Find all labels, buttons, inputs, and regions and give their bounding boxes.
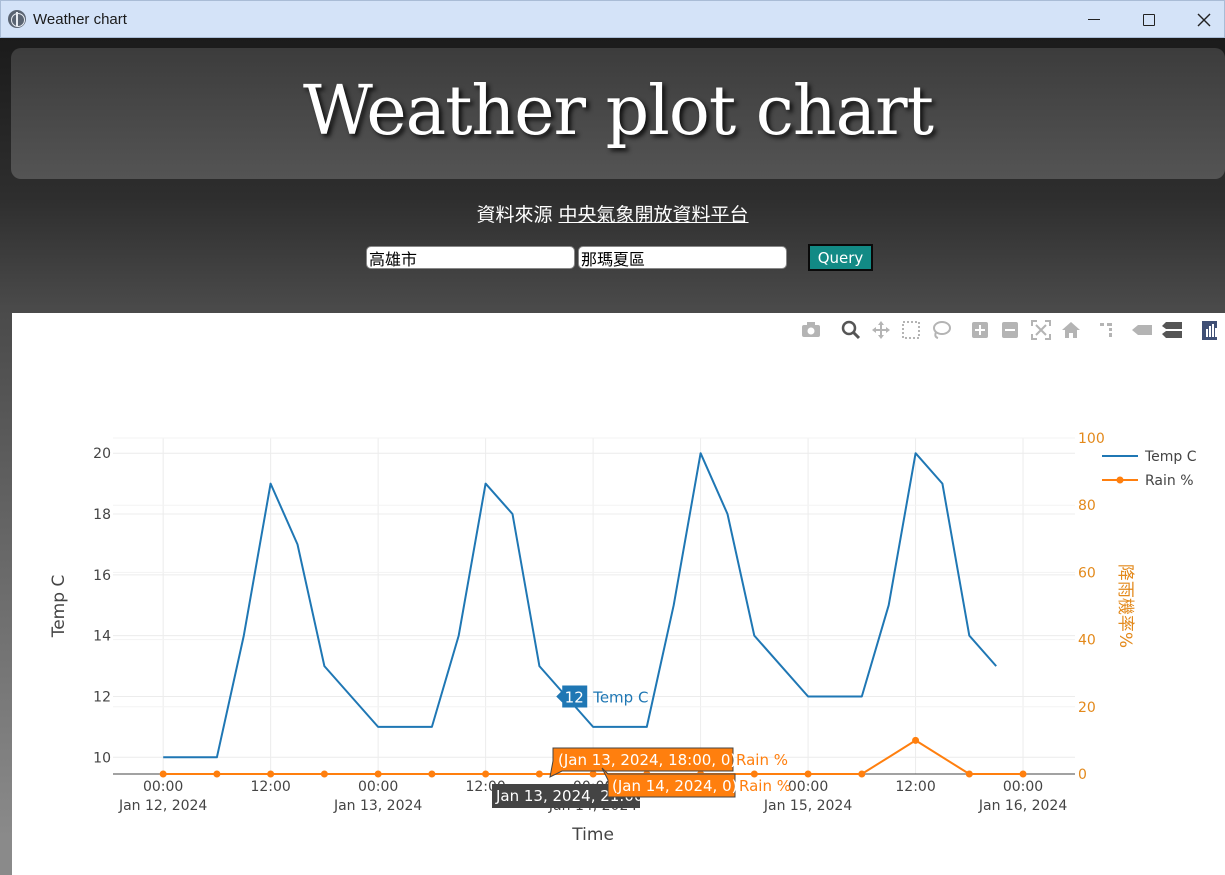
chart-panel: 10 12 14 16 18 20 0 20 40 60 80 100 00:00 Jan 12, 202… <box>12 313 1225 875</box>
hover-closest-icon[interactable] <box>1132 325 1152 335</box>
header-banner: Weather plot chart <box>11 48 1225 179</box>
minimize-button[interactable] <box>1071 1 1117 38</box>
x-tick-label: 00:00 <box>143 779 183 795</box>
y2-tick-label: 0 <box>1078 767 1087 783</box>
pan-icon[interactable] <box>872 321 890 339</box>
y-tick-label: 16 <box>93 568 111 584</box>
zoom-out-icon[interactable] <box>1002 322 1018 338</box>
x-tick-date: Jan 15, 2024 <box>763 798 852 814</box>
zoom-in-icon[interactable] <box>972 322 988 338</box>
query-form: Query <box>0 244 1225 272</box>
y2-tick-label: 40 <box>1078 633 1096 649</box>
data-source-line: 資料來源 中央氣象開放資料平台 <box>0 200 1225 227</box>
zoom-icon[interactable] <box>841 320 861 340</box>
close-icon <box>1197 13 1211 26</box>
hover-compare-icon[interactable] <box>1162 322 1182 338</box>
y-tick-label: 14 <box>93 629 111 645</box>
page-title: Weather plot chart <box>302 72 934 151</box>
x-tick-date: Jan 13, 2024 <box>333 798 422 814</box>
query-button[interactable]: Query <box>808 244 873 271</box>
rain-hover-box-2 <box>601 767 736 798</box>
box-select-icon[interactable] <box>902 321 920 339</box>
window-title: Weather chart <box>33 11 127 28</box>
x-tick-date: Jan 16, 2024 <box>978 798 1067 814</box>
rain-hover-value-2: (Jan 14, 2024, 0) <box>612 777 737 795</box>
plotly-logo-icon[interactable] <box>1202 321 1217 340</box>
y2-tick-label: 100 <box>1078 431 1105 447</box>
city-input[interactable] <box>366 246 575 269</box>
y2-tick-label: 80 <box>1078 498 1096 514</box>
x-tick-label: 00:00 <box>358 779 398 795</box>
rain-point <box>804 770 812 778</box>
maximize-button[interactable] <box>1126 1 1172 38</box>
spike-lines-icon[interactable] <box>1100 323 1112 337</box>
rain-hover-name-2: Rain % <box>739 777 791 795</box>
y-tick-label: 10 <box>93 750 111 766</box>
x-hover-label: Jan 13, 2024, 21:00 <box>495 787 643 805</box>
y2-tick-label: 20 <box>1078 700 1096 716</box>
maximize-icon <box>1143 13 1155 26</box>
source-link[interactable]: 中央氣象開放資料平台 <box>558 204 749 226</box>
x-axis-title: Time <box>571 825 614 845</box>
rain-point <box>267 770 275 778</box>
y-tick-label: 18 <box>93 507 111 523</box>
rain-point <box>750 770 758 778</box>
camera-icon[interactable] <box>802 322 820 337</box>
rain-point <box>159 770 167 778</box>
source-prefix: 資料來源 <box>476 204 553 226</box>
temp-hover-box <box>556 685 588 708</box>
temp-series-line <box>163 452 997 759</box>
globe-icon <box>8 10 26 28</box>
rain-point <box>1019 770 1027 778</box>
rain-point <box>535 770 543 778</box>
temp-hover-name: Temp C <box>592 688 648 706</box>
y2-tick-label: 60 <box>1078 565 1096 581</box>
x-tick-label: 00:00 <box>1003 779 1043 795</box>
rain-point <box>589 770 597 778</box>
district-input[interactable] <box>578 246 787 269</box>
rain-point <box>482 770 490 778</box>
legend-label: Temp C <box>1144 449 1197 465</box>
x-tick-label: 12:00 <box>895 779 935 795</box>
rain-point <box>320 770 328 778</box>
rain-point <box>858 770 866 778</box>
y-tick-label: 12 <box>93 689 111 705</box>
rain-hover-box <box>549 747 734 778</box>
reset-axes-icon[interactable] <box>1062 322 1080 338</box>
rain-hover-name: Rain % <box>736 751 788 769</box>
rain-point <box>912 736 920 744</box>
rain-point <box>428 770 436 778</box>
minimize-icon <box>1088 19 1100 20</box>
x-tick-label: 12:00 <box>250 779 290 795</box>
modebar-icons <box>802 320 1217 340</box>
rain-point <box>965 770 973 778</box>
y2-axis-title: 降雨機率% <box>1115 564 1135 648</box>
legend-label: Rain % <box>1145 473 1194 489</box>
autoscale-icon[interactable] <box>1031 320 1051 340</box>
rain-hover-value: (Jan 13, 2024, 18:00, 0) <box>558 751 736 769</box>
rain-point <box>213 770 221 778</box>
x-tick-date: Jan 12, 2024 <box>118 798 207 814</box>
rain-point <box>374 770 382 778</box>
y-tick-label: 20 <box>93 446 111 462</box>
close-button[interactable] <box>1181 1 1225 38</box>
lasso-icon[interactable] <box>933 321 951 339</box>
temp-hover-value: 12 <box>565 688 584 706</box>
y-axis-title: Temp C <box>49 575 69 639</box>
modebar <box>792 319 1217 340</box>
title-bar: Weather chart <box>0 0 1225 38</box>
legend-marker <box>1116 476 1124 484</box>
weather-chart[interactable]: 10 12 14 16 18 20 0 20 40 60 80 100 00:00 Jan 12, 202… <box>12 313 1225 875</box>
x-tick-label: 00:00 <box>788 779 828 795</box>
page-content: Weather plot chart 資料來源 中央氣象開放資料平台 Query… <box>0 38 1225 875</box>
